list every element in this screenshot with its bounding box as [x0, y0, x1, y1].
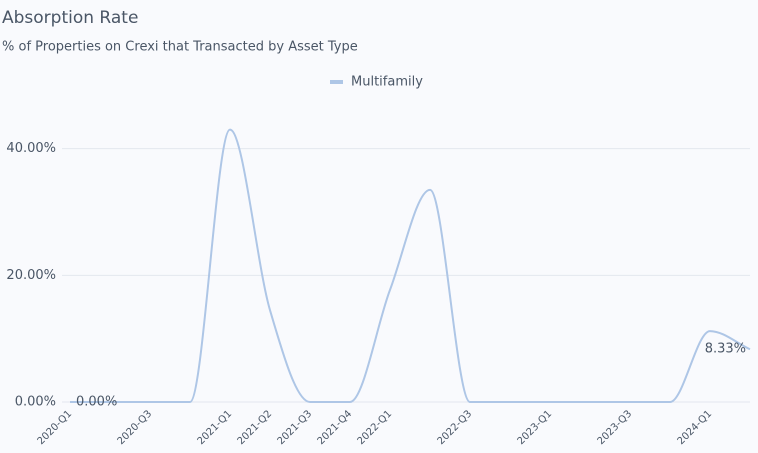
data-label: 8.33% — [705, 342, 746, 357]
y-tick-label: 0.00% — [15, 395, 56, 410]
x-tick-label: 2022-Q1 — [356, 408, 395, 447]
chart-subtitle: % of Properties on Crexi that Transacted… — [2, 40, 358, 55]
chart-title: Absorption Rate — [2, 8, 138, 28]
x-tick-label: 2021-Q4 — [316, 408, 355, 447]
x-tick-label: 2023-Q1 — [516, 408, 555, 447]
x-tick-label: 2020-Q1 — [36, 408, 75, 447]
x-tick-label: 2020-Q3 — [116, 408, 155, 447]
x-tick-label: 2021-Q1 — [196, 408, 235, 447]
x-tick-label: 2024-Q1 — [676, 408, 715, 447]
x-tick-label: 2021-Q3 — [276, 408, 315, 447]
x-tick-label: 2023-Q3 — [596, 408, 635, 447]
legend-label: Multifamily — [351, 75, 423, 90]
x-tick-label: 2022-Q3 — [436, 408, 475, 447]
line-series — [70, 128, 751, 403]
y-tick-label: 40.00% — [6, 141, 56, 156]
data-label: 0.00% — [76, 395, 117, 410]
y-tick-label: 20.00% — [6, 268, 56, 283]
x-tick-label: 2021-Q2 — [236, 408, 275, 447]
